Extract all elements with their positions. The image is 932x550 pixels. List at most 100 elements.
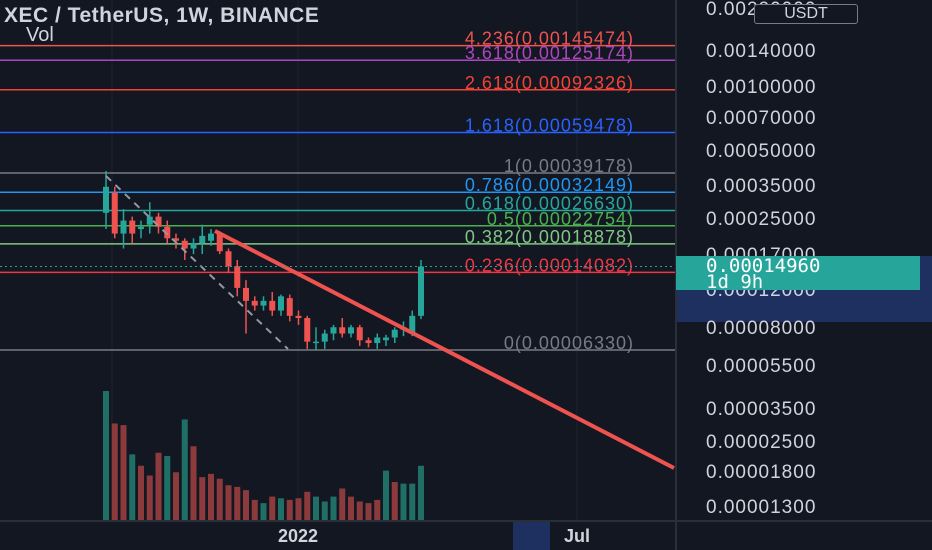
price-axis-tick: 0.00070000 xyxy=(706,108,816,129)
candle-body xyxy=(383,337,389,341)
candle-body xyxy=(313,341,319,344)
candle-body xyxy=(356,327,363,341)
fib-level-label: 0.618(0.00026630) xyxy=(465,193,634,213)
volume-bar xyxy=(278,498,284,521)
candle-body xyxy=(304,318,311,342)
volume-bar xyxy=(164,456,171,521)
volume-bar xyxy=(313,496,319,521)
candle-body xyxy=(391,329,398,338)
candle-body xyxy=(199,235,206,244)
candle-body xyxy=(225,251,232,267)
candle-body xyxy=(164,226,171,239)
price-axis-tick: 0.00035000 xyxy=(706,176,816,197)
volume-bar xyxy=(173,472,179,521)
currency-badge[interactable]: USDT xyxy=(754,4,858,24)
fib-level-label: 1(0.00039178) xyxy=(504,156,634,176)
candle-body xyxy=(365,340,372,344)
price-axis-tick: 0.00003500 xyxy=(706,399,816,420)
candle-body xyxy=(295,315,302,319)
volume-bar xyxy=(190,446,197,521)
fib-level-label: 1.618(0.00059478) xyxy=(465,115,634,135)
price-axis-tick: 0.00005500 xyxy=(706,356,816,377)
volume-bar xyxy=(321,501,328,521)
drawings[interactable] xyxy=(105,175,675,470)
volume-bar xyxy=(286,499,293,521)
volume-bar xyxy=(339,488,346,521)
price-axis-tick: 0.00025000 xyxy=(706,209,816,230)
fib-level-label: 0.5(0.00022754) xyxy=(487,209,634,229)
candle-body xyxy=(409,315,416,334)
fib-level-label: 0.236(0.00014082) xyxy=(465,255,634,275)
volume-bar xyxy=(243,490,249,521)
symbol-title: XEC / TetherUS, 1W, BINANCE xyxy=(4,4,320,27)
candle-body xyxy=(103,186,109,213)
volume-bar xyxy=(365,503,372,521)
candle-body xyxy=(173,238,179,241)
candle-body xyxy=(181,240,188,249)
candle-body xyxy=(339,327,346,334)
candle-body xyxy=(269,300,276,311)
candle-body xyxy=(129,220,136,234)
dashed-channel-line[interactable] xyxy=(105,175,289,350)
candle-body xyxy=(138,226,144,230)
candle-body xyxy=(278,296,284,311)
volume-bar xyxy=(304,491,311,521)
volume-bar xyxy=(155,452,162,521)
price-axis-tick: 0.00001300 xyxy=(706,497,816,518)
candle-body xyxy=(260,300,267,306)
candle-body xyxy=(111,192,118,234)
fib-level-label: 4.236(0.00145474) xyxy=(465,29,634,49)
volume-bar xyxy=(409,483,416,521)
last-price-value: 0.00014960 xyxy=(706,255,821,277)
price-axis-tick: 0.00050000 xyxy=(706,141,816,162)
fib-level-label: 2.618(0.00092326) xyxy=(465,73,634,93)
time-axis-tick: 2022 xyxy=(278,526,318,546)
candle-body xyxy=(120,220,127,234)
candle-body xyxy=(330,327,337,334)
volume-bar xyxy=(269,496,276,521)
time-axis[interactable]: 2022 Jul xyxy=(278,526,590,546)
candle-body xyxy=(348,327,354,334)
candle-body xyxy=(243,287,249,301)
candle-body xyxy=(321,333,328,342)
volume-bar xyxy=(383,470,389,521)
volume-bar xyxy=(418,465,424,521)
candle-body xyxy=(155,216,162,227)
price-axis-tick: 0.00001800 xyxy=(706,462,816,483)
price-axis-tick: 0.00002500 xyxy=(706,432,816,453)
volume-label: Vol xyxy=(26,24,54,46)
volume-bar xyxy=(295,498,302,521)
fib-level-label: 0(0.00006330) xyxy=(504,333,634,353)
candle-body xyxy=(208,233,214,241)
price-axis-tick: 0.00140000 xyxy=(706,41,816,62)
fib-level-label: 0.786(0.00032149) xyxy=(465,175,634,195)
candle-body xyxy=(374,337,381,344)
time-axis-tick: Jul xyxy=(564,526,590,546)
volume-bar xyxy=(356,501,363,521)
bar-countdown: 1d 9h xyxy=(706,271,764,293)
volume-bar xyxy=(199,477,206,521)
fibonacci-extension[interactable]: 4.236(0.00145474)3.618(0.00125174) 2.618(… xyxy=(0,29,676,353)
volume-bar xyxy=(225,485,232,521)
candle-body xyxy=(251,300,258,306)
candle-body xyxy=(234,266,241,288)
volume-bar xyxy=(129,454,136,521)
trendline[interactable] xyxy=(214,229,675,470)
volume-bar xyxy=(111,423,118,521)
volume-bar xyxy=(120,425,127,521)
volume-bar xyxy=(103,391,109,521)
volume-bar xyxy=(374,499,381,521)
volume-bar xyxy=(348,496,354,521)
volume-bar xyxy=(400,483,407,521)
volume-bar xyxy=(251,499,258,521)
volume-bar xyxy=(138,465,144,521)
candle-body xyxy=(146,216,153,225)
candles xyxy=(103,170,424,351)
time-axis-highlight xyxy=(513,521,550,550)
fib-level-label: 0.382(0.00018878) xyxy=(465,227,634,247)
volume-bar xyxy=(146,475,153,521)
last-price-tag: 0.00014960 1d 9h xyxy=(676,255,920,293)
volume-bars xyxy=(103,391,424,521)
price-axis-tick: 0.00100000 xyxy=(706,77,816,98)
volume-bar xyxy=(391,482,398,521)
